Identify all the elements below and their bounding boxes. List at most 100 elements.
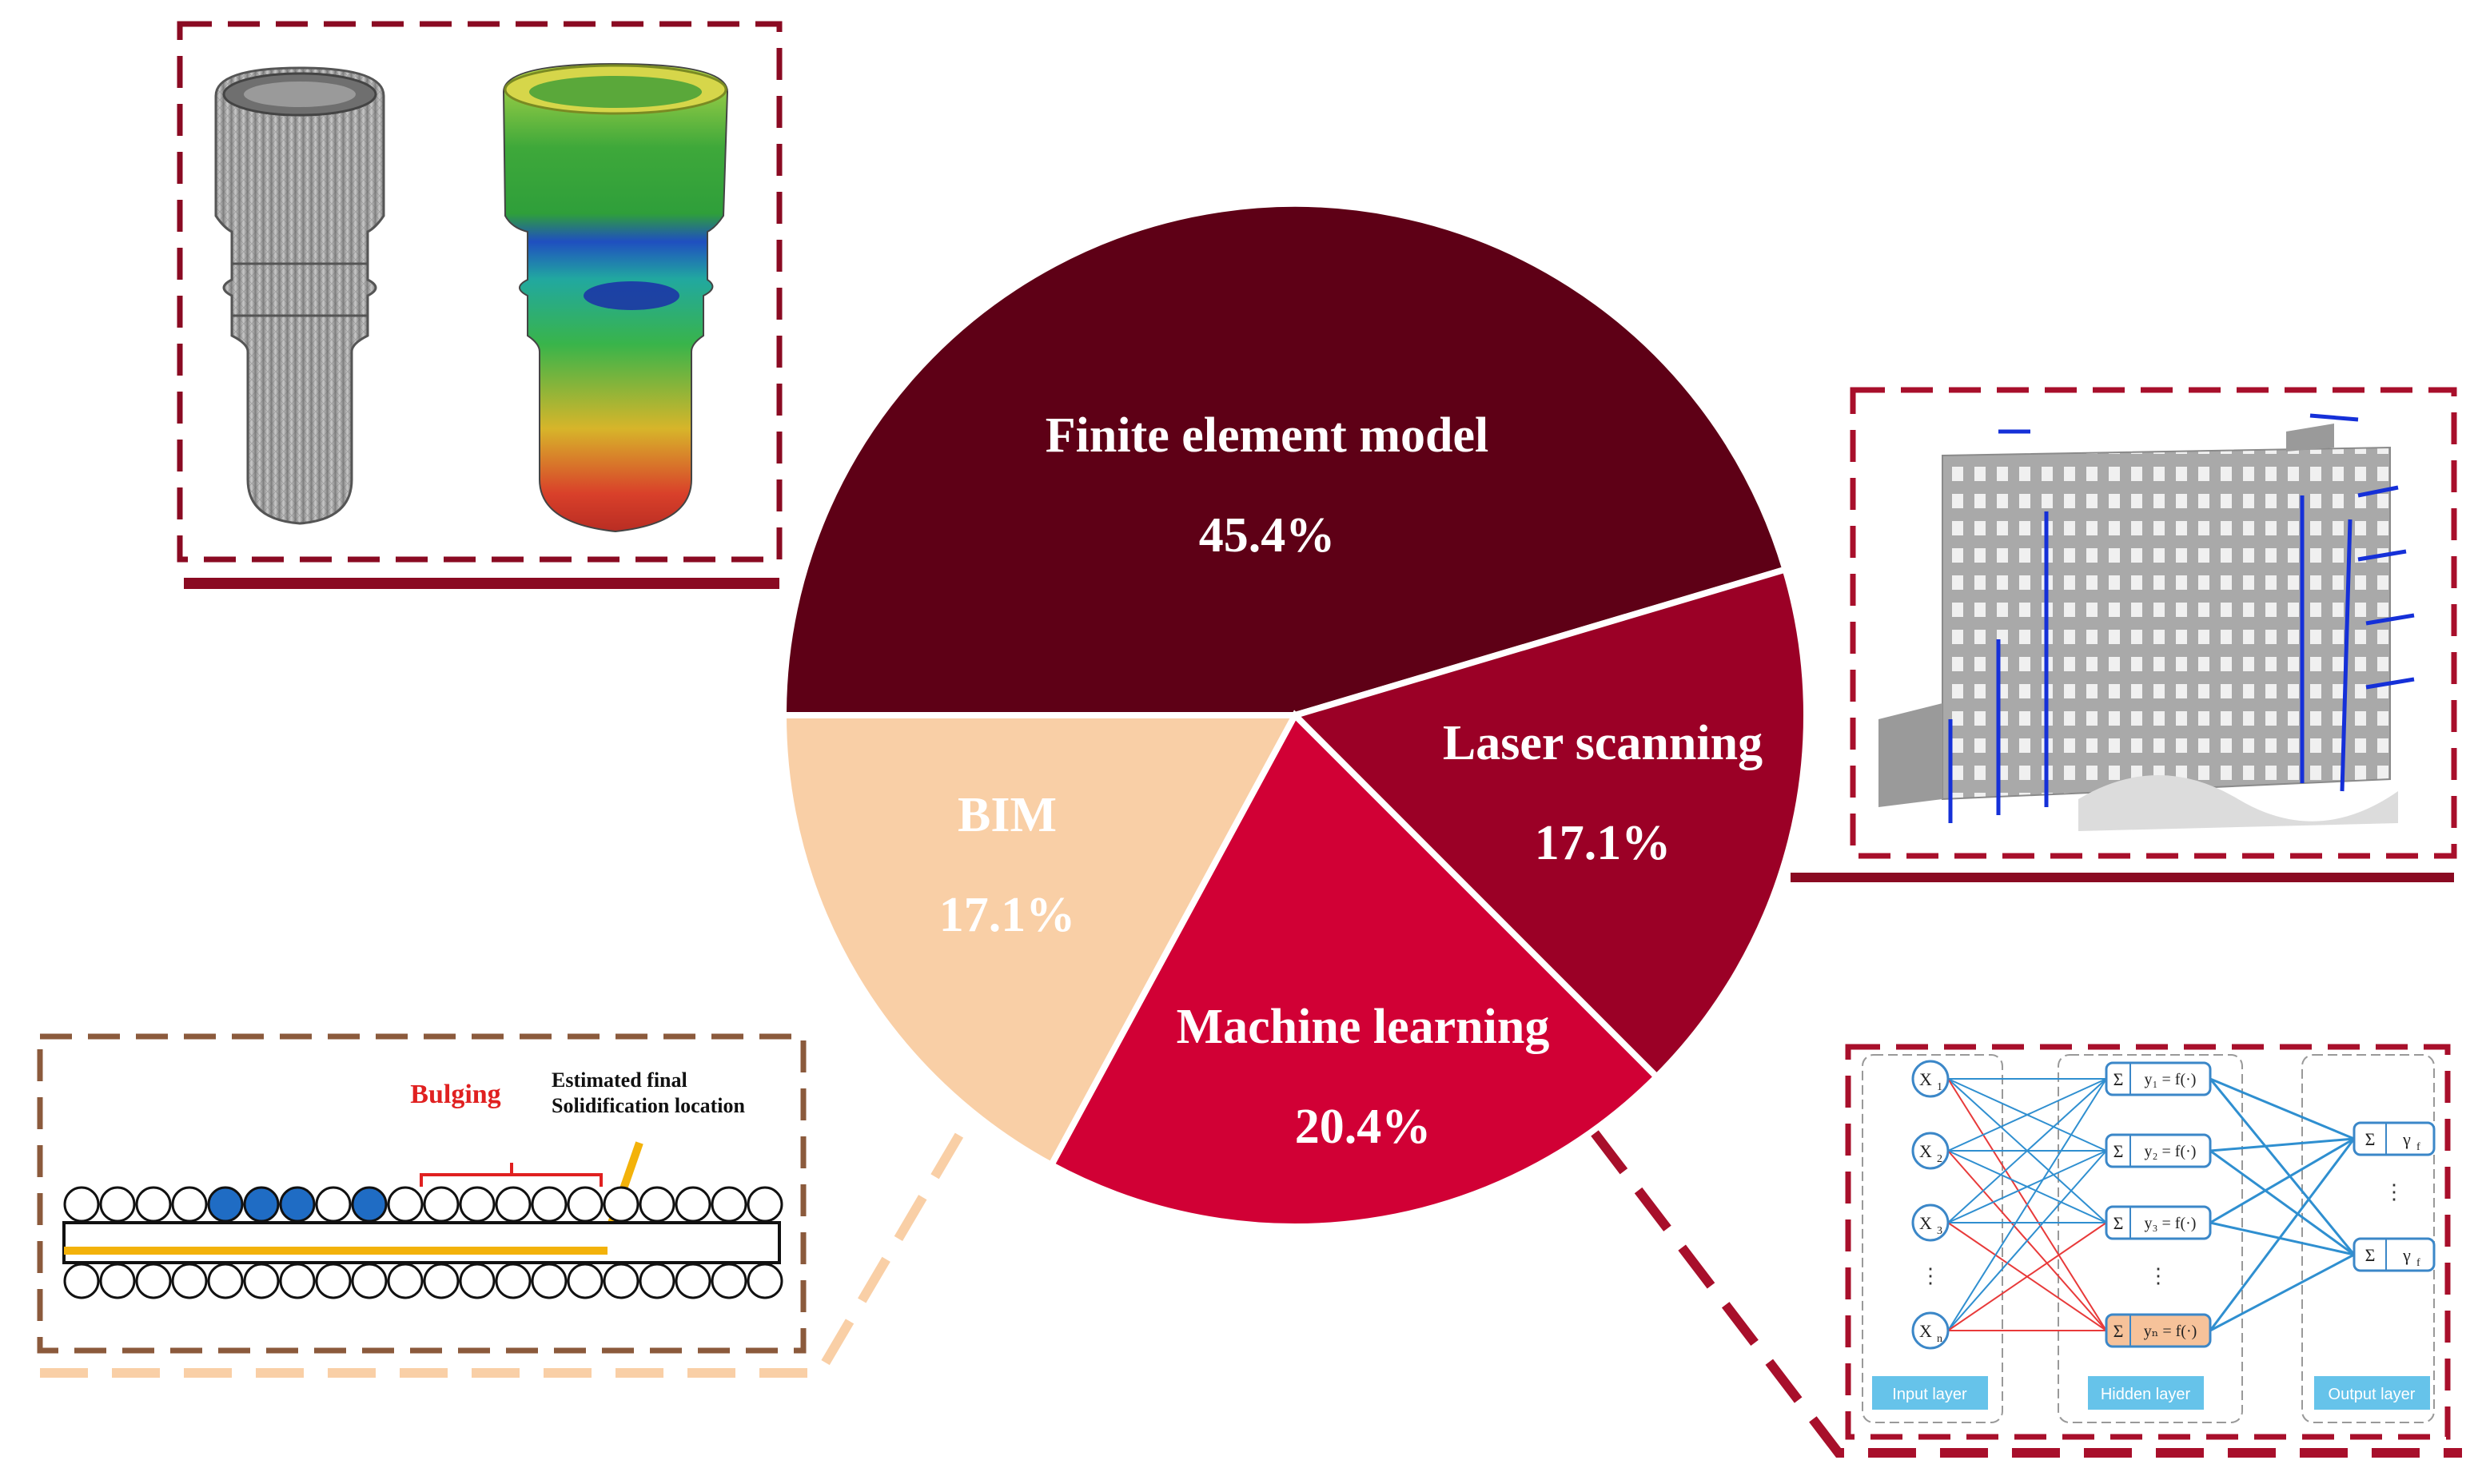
slice-label-finite-element-model: Finite element model	[1046, 408, 1488, 463]
roller-top	[315, 1186, 352, 1223]
callout-connector	[40, 1125, 968, 1378]
callout-finite-element	[177, 21, 783, 589]
pie-slice-bim	[779, 712, 1301, 1170]
roller-bottom	[315, 1263, 352, 1299]
nn-hidden-node	[2105, 1313, 2212, 1348]
nn-input-label: X	[1919, 1141, 1932, 1161]
nn-edge	[1947, 1078, 2107, 1223]
nn-hidden-formula: y₁ = f(·)	[2145, 1071, 2197, 1088]
nn-nodes: X 1X 2X 3X nΣ y₁ = f(·)Σ y₂ = f(·)Σ y₃ = f(·)Σ y…	[1911, 1060, 2436, 1350]
callout-bim: Bulging Estimated final Solidification l…	[37, 1033, 968, 1378]
nn-input-node	[1911, 1311, 1950, 1350]
slice-label-laser-scanning: Laser scanning	[1443, 716, 1763, 770]
nn-hidden-node	[2105, 1061, 2212, 1096]
roller-top	[387, 1186, 424, 1223]
slice-label-bim: BIM	[958, 788, 1057, 842]
roller-bottom	[459, 1263, 496, 1299]
roller-top	[639, 1186, 675, 1223]
nn-ellipsis: ⋮	[2148, 1264, 2169, 1287]
roller-bottom	[495, 1263, 532, 1299]
roller-top	[135, 1186, 172, 1223]
roller-top	[351, 1186, 388, 1223]
nn-hidden-formula: y₃ = f(·)	[2145, 1215, 2197, 1232]
roller-rows	[63, 1186, 783, 1299]
roller-top	[675, 1186, 711, 1223]
roller-bottom	[63, 1263, 100, 1299]
nn-output-label: γ	[2402, 1245, 2411, 1265]
roller-bottom	[135, 1263, 172, 1299]
roller-bottom	[171, 1263, 208, 1299]
nn-output-subscript: f	[2416, 1141, 2420, 1153]
roller-bottom	[423, 1263, 460, 1299]
roller-top	[495, 1186, 532, 1223]
nn-ellipsis: ⋮	[2384, 1180, 2404, 1204]
nn-output-node	[2353, 1121, 2436, 1156]
nn-input-subscript: 1	[1937, 1081, 1942, 1093]
nn-sum-symbol: Σ	[2365, 1245, 2376, 1265]
liquid-core	[64, 1247, 608, 1255]
roller-top	[99, 1186, 136, 1223]
nn-edge	[2209, 1138, 2356, 1331]
roller-top	[63, 1186, 100, 1223]
nn-edge	[1947, 1150, 2107, 1331]
slice-value-bim: 17.1%	[939, 888, 1076, 942]
callout-connector	[1591, 1130, 2462, 1458]
output-layer-label: Output layer	[2329, 1386, 2416, 1403]
slice-label-machine-learning: Machine learning	[1177, 1000, 1550, 1054]
nn-edge	[2209, 1149, 2355, 1256]
roller-bottom	[747, 1263, 783, 1299]
hidden-layer-label: Hidden layer	[2101, 1386, 2191, 1403]
slice-value-laser-scanning: 17.1%	[1535, 816, 1671, 870]
nn-ellipsis: ⋮	[1920, 1264, 1941, 1287]
nn-sum-symbol: Σ	[2113, 1141, 2124, 1161]
pie-chart	[779, 200, 1811, 1230]
callout-frame	[1850, 387, 2457, 859]
input-layer-label: Input layer	[1892, 1386, 1967, 1403]
nn-layer-boxes	[1862, 1054, 2435, 1423]
nn-edge	[1947, 1222, 2107, 1331]
nn-hidden-node	[2105, 1205, 2212, 1240]
pie-slice-machine-learning	[1046, 710, 1662, 1230]
pie-slice-laser-scanning	[1289, 565, 1811, 1082]
roller-bottom	[207, 1263, 244, 1299]
roller-bottom	[243, 1263, 280, 1299]
nn-edge	[2209, 1137, 2355, 1152]
slice-value-machine-learning: 20.4%	[1295, 1100, 1432, 1154]
roller-bottom	[675, 1263, 711, 1299]
roller-top	[567, 1186, 604, 1223]
roller-top	[531, 1186, 568, 1223]
nn-input-node	[1911, 1132, 1950, 1170]
nn-input-label: X	[1919, 1069, 1932, 1089]
nn-hidden-formula: yₙ = f(·)	[2144, 1323, 2197, 1340]
bulging-bracket	[420, 1163, 603, 1187]
nn-output-label: γ	[2402, 1129, 2411, 1149]
roller-bottom	[387, 1263, 424, 1299]
nn-input-subscript: n	[1937, 1333, 1942, 1345]
slice-value-finite-element-model: 45.4%	[1199, 508, 1336, 563]
nn-edge	[2209, 1078, 2356, 1255]
nn-input-subscript: 3	[1937, 1225, 1942, 1237]
callout-frame	[37, 1033, 807, 1354]
roller-top	[603, 1186, 639, 1223]
nn-input-label: X	[1919, 1213, 1932, 1233]
point-cloud-building-image	[1878, 413, 2415, 831]
fem-contour-image	[502, 62, 729, 533]
nn-connections	[1947, 1077, 2356, 1332]
roller-bottom	[711, 1263, 747, 1299]
roller-bottom	[639, 1263, 675, 1299]
roller-top	[747, 1186, 783, 1223]
roller-top	[459, 1186, 496, 1223]
nn-edge	[2209, 1221, 2355, 1256]
nn-hidden-node	[2105, 1133, 2212, 1168]
nn-input-subscript: 2	[1937, 1153, 1942, 1165]
roller-top	[171, 1186, 208, 1223]
pie-labels: Finite element model 45.4% Laser scannin…	[939, 408, 1763, 1154]
nn-sum-symbol: Σ	[2113, 1069, 2124, 1089]
nn-sum-symbol: Σ	[2113, 1213, 2124, 1233]
roller-bottom	[351, 1263, 388, 1299]
annotation-line1: Estimated final	[552, 1068, 687, 1092]
nn-input-node	[1911, 1060, 1950, 1098]
nn-edge	[2209, 1137, 2355, 1224]
pie-slice-finite-element-model	[779, 200, 1790, 718]
